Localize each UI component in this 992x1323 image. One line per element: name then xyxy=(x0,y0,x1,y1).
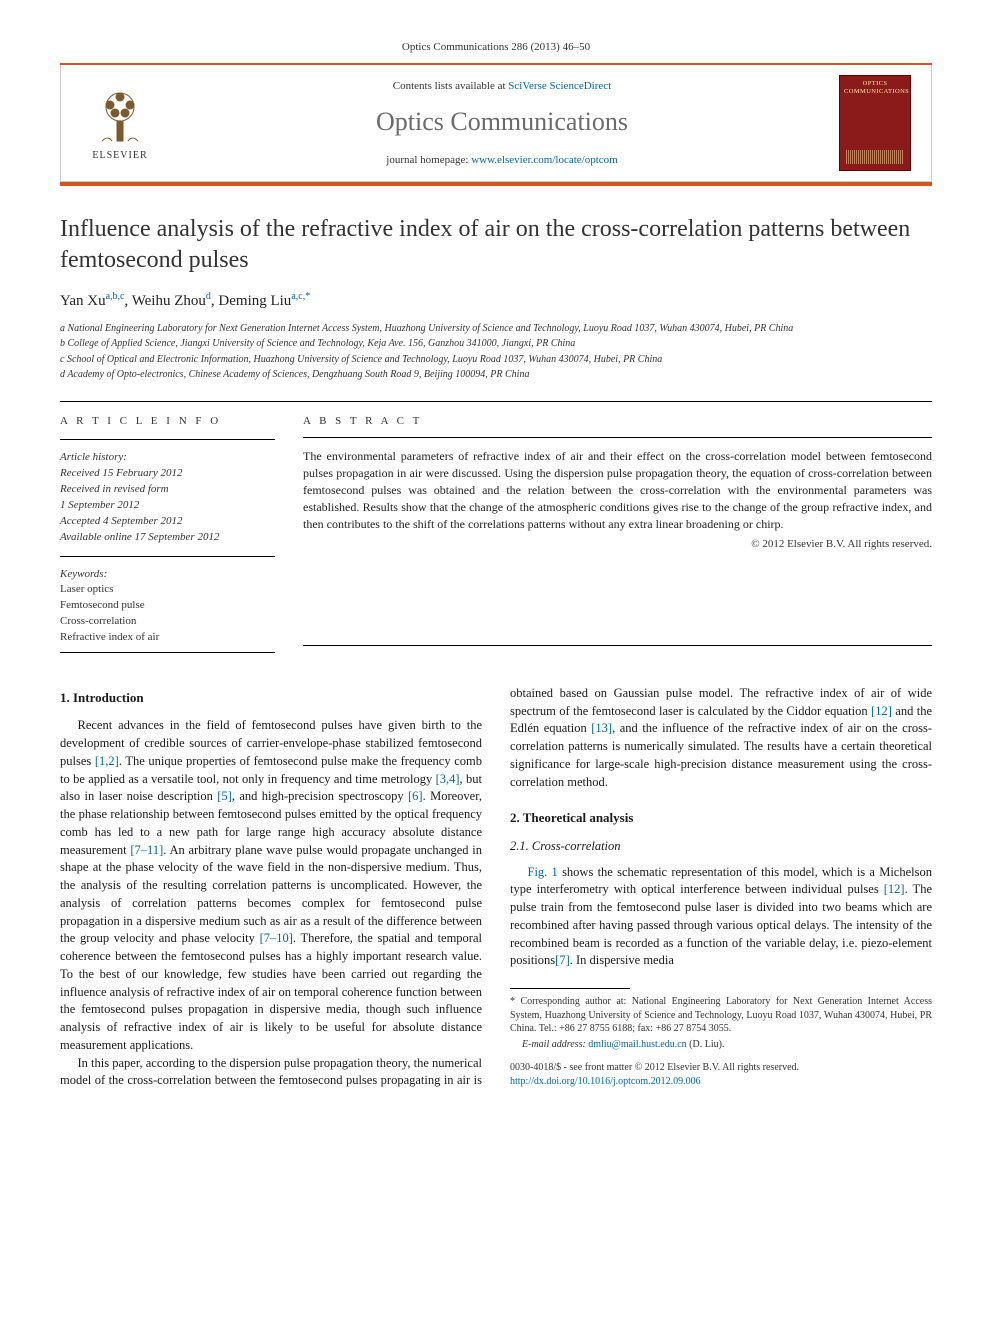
citation-ref[interactable]: [7] xyxy=(555,953,570,967)
keyword: Femtosecond pulse xyxy=(60,598,275,614)
affiliations-block: a National Engineering Laboratory for Ne… xyxy=(60,322,932,383)
history-received: Received 15 February 2012 xyxy=(60,466,275,482)
article-info-label: A R T I C L E I N F O xyxy=(60,414,275,429)
body-text: . The unique properties of femtosecond p… xyxy=(60,754,482,786)
email-label: E-mail address: xyxy=(522,1039,588,1050)
article-body: 1. Introduction Recent advances in the f… xyxy=(60,685,932,1090)
email-suffix: (D. Liu). xyxy=(687,1039,725,1050)
history-label: Article history: xyxy=(60,450,275,466)
masthead-bottom-rule xyxy=(60,182,932,186)
citation-line: Optics Communications 286 (2013) 46–50 xyxy=(60,40,932,55)
affiliation-a: a National Engineering Laboratory for Ne… xyxy=(60,322,932,337)
doi-link[interactable]: http://dx.doi.org/10.1016/j.optcom.2012.… xyxy=(510,1076,701,1087)
citation-ref[interactable]: [12] xyxy=(884,882,905,896)
section-1-heading: 1. Introduction xyxy=(60,689,482,707)
citation-ref[interactable]: [3,4] xyxy=(436,772,460,786)
homepage-link[interactable]: www.elsevier.com/locate/optcom xyxy=(471,154,618,166)
publisher-name: ELSEVIER xyxy=(92,149,147,163)
footnote-separator xyxy=(510,988,630,989)
keywords-label: Keywords: xyxy=(60,567,275,582)
section-2-heading: 2. Theoretical analysis xyxy=(510,809,932,827)
body-text: . In dispersive media xyxy=(570,953,674,967)
history-revised-1: Received in revised form xyxy=(60,482,275,498)
homepage-line: journal homepage: www.elsevier.com/locat… xyxy=(165,153,839,168)
body-text: shows the schematic representation of th… xyxy=(510,865,932,897)
citation-ref[interactable]: [13] xyxy=(591,721,612,735)
author-list: Yan Xua,b,c, Weihu Zhoud, Deming Liua,c,… xyxy=(60,290,932,312)
citation-ref[interactable]: [7–11] xyxy=(130,843,163,857)
keyword: Refractive index of air xyxy=(60,630,275,646)
citation-ref[interactable]: [1,2] xyxy=(95,754,119,768)
affiliation-b: b College of Applied Science, Jiangxi Un… xyxy=(60,337,932,352)
citation-ref[interactable]: [6] xyxy=(408,789,423,803)
email-link[interactable]: dmliu@mail.hust.edu.cn xyxy=(588,1039,686,1050)
cover-line2: COMMUNICATIONS xyxy=(844,88,909,95)
article-title: Influence analysis of the refractive ind… xyxy=(60,214,932,275)
contents-available-line: Contents lists available at SciVerse Sci… xyxy=(165,79,839,94)
figure-ref[interactable]: Fig. 1 xyxy=(528,865,558,879)
journal-cover-thumb: OPTICSCOMMUNICATIONS xyxy=(839,75,917,171)
footer-block: 0030-4018/$ - see front matter © 2012 El… xyxy=(510,1061,932,1089)
corresponding-author-footnote: * Corresponding author at: National Engi… xyxy=(510,995,932,1036)
abstract-text: The environmental parameters of refracti… xyxy=(303,448,932,533)
elsevier-tree-icon xyxy=(88,83,152,147)
body-text: , and high-precision spectroscopy xyxy=(232,789,408,803)
cover-line1: OPTICS xyxy=(863,80,888,87)
homepage-prefix: journal homepage: xyxy=(386,154,471,166)
author-affil-sup[interactable]: a,b,c xyxy=(106,293,125,309)
history-online: Available online 17 September 2012 xyxy=(60,530,275,546)
info-col-bottom-rule xyxy=(60,652,275,653)
publisher-logo-block: ELSEVIER xyxy=(75,83,165,163)
citation-ref[interactable]: [12] xyxy=(871,704,892,718)
abstract-column: A B S T R A C T The environmental parame… xyxy=(303,401,932,646)
abstract-copyright: © 2012 Elsevier B.V. All rights reserved… xyxy=(303,537,932,552)
section-2-1-heading: 2.1. Cross-correlation xyxy=(510,838,932,856)
affiliation-c: c School of Optical and Electronic Infor… xyxy=(60,353,932,368)
article-info-column: A R T I C L E I N F O Article history: R… xyxy=(60,401,275,646)
footnotes-block: * Corresponding author at: National Engi… xyxy=(510,995,932,1051)
citation-ref[interactable]: [7–10] xyxy=(260,931,293,945)
keyword: Laser optics xyxy=(60,582,275,598)
abstract-label: A B S T R A C T xyxy=(303,414,932,429)
contents-prefix: Contents lists available at xyxy=(393,80,508,92)
sciencedirect-link[interactable]: SciVerse ScienceDirect xyxy=(508,80,611,92)
journal-title: Optics Communications xyxy=(165,104,839,140)
history-accepted: Accepted 4 September 2012 xyxy=(60,514,275,530)
author-affil-sup[interactable]: d xyxy=(206,293,211,309)
corresponding-marker[interactable]: * xyxy=(305,293,310,309)
history-revised-2: 1 September 2012 xyxy=(60,498,275,514)
citation-ref[interactable]: [5] xyxy=(217,789,232,803)
affiliation-d: d Academy of Opto-electronics, Chinese A… xyxy=(60,368,932,383)
keyword: Cross-correlation xyxy=(60,614,275,630)
journal-masthead: ELSEVIER Contents lists available at Sci… xyxy=(60,65,932,182)
front-matter-line: 0030-4018/$ - see front matter © 2012 El… xyxy=(510,1061,932,1075)
author-affil-sup[interactable]: a,c, xyxy=(291,293,305,309)
